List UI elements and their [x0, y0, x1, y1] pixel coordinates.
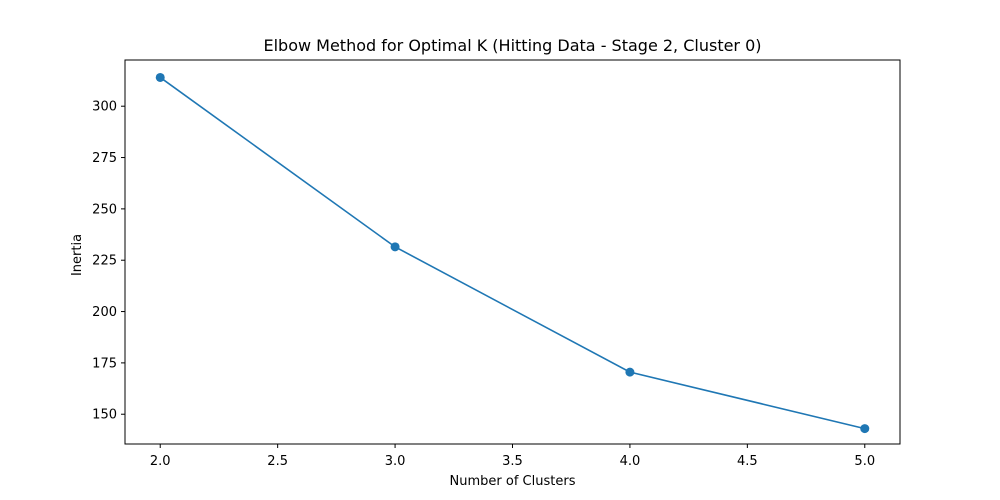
x-tick-label: 3.5 — [502, 454, 523, 469]
x-tick-label: 2.0 — [150, 454, 171, 469]
data-point — [155, 72, 165, 82]
x-axis-label: Number of Clusters — [450, 474, 576, 489]
y-tick-label: 275 — [92, 151, 117, 166]
x-tick-label: 5.0 — [854, 454, 875, 469]
x-tick-label: 4.5 — [737, 454, 758, 469]
x-axis: 2.0 2.5 3.0 3.5 4.0 4.5 5.0 — [150, 444, 875, 469]
plot-frame — [124, 59, 901, 445]
y-tick-label: 250 — [92, 202, 117, 217]
series-layer — [155, 72, 870, 434]
y-tick-label: 225 — [92, 254, 117, 269]
x-tick-label: 4.0 — [620, 454, 641, 469]
y-tick-label: 175 — [92, 356, 117, 371]
y-axis: 150 175 200 225 250 275 300 — [92, 100, 125, 423]
y-axis-label: Inertia — [70, 234, 85, 276]
data-point — [390, 242, 400, 252]
x-tick-label: 2.5 — [267, 454, 288, 469]
y-tick-label: 300 — [92, 100, 117, 115]
x-tick-label: 3.0 — [385, 454, 406, 469]
data-point — [625, 367, 635, 377]
series-line — [159, 76, 865, 430]
y-tick-label: 150 — [92, 408, 117, 423]
data-point — [860, 424, 870, 434]
plot-area — [124, 59, 901, 445]
chart-title: Elbow Method for Optimal K (Hitting Data… — [263, 36, 761, 55]
y-tick-label: 200 — [92, 305, 117, 320]
